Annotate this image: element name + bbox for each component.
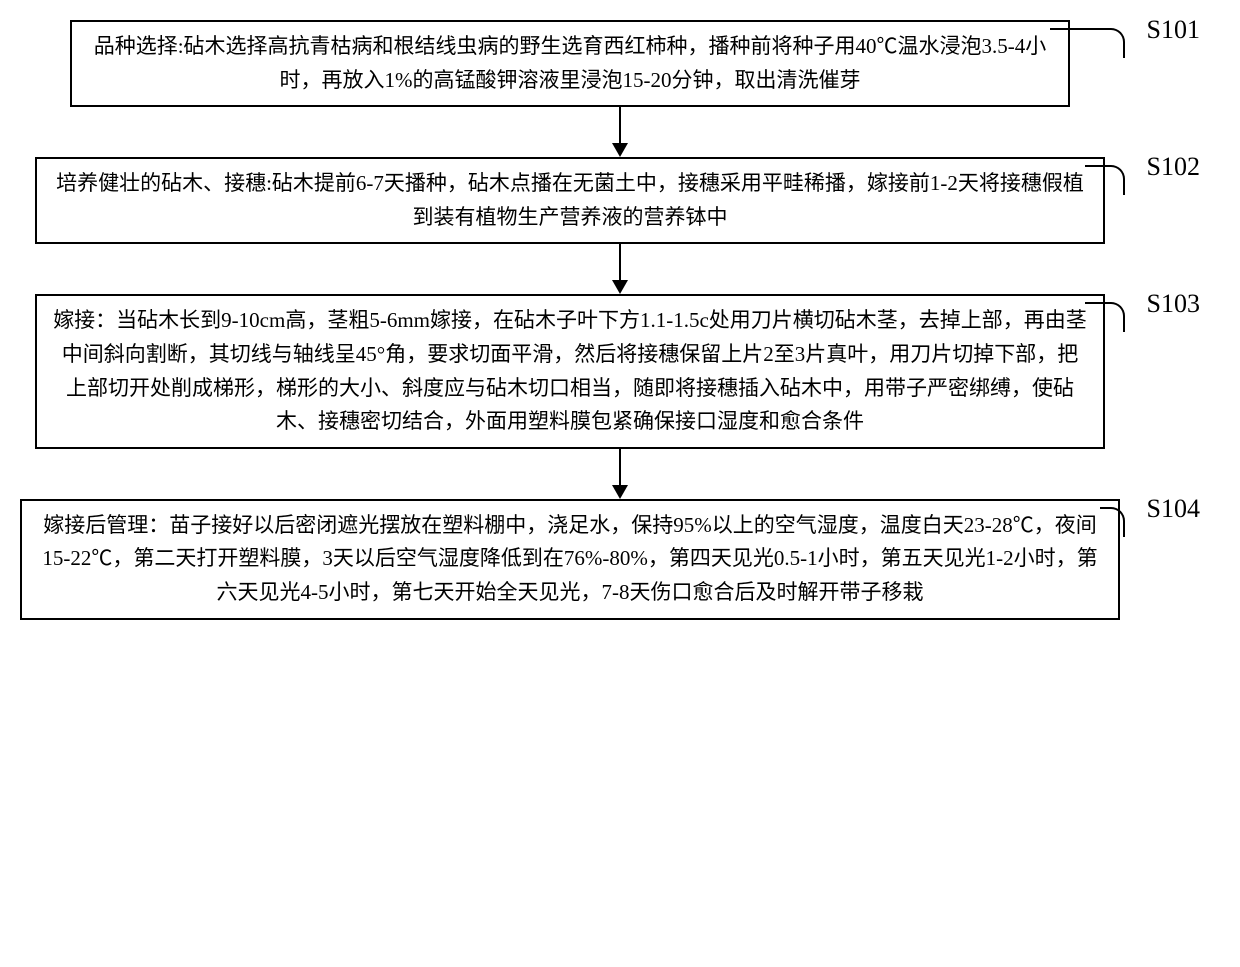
step-box-s101: 品种选择:砧木选择高抗青枯病和根结线虫病的野生选育西红柿种，播种前将种子用40℃… bbox=[70, 20, 1070, 107]
label-connector-s104 bbox=[1100, 507, 1125, 537]
step-box-s102: 培养健壮的砧木、接穗:砧木提前6-7天播种，砧木点播在无菌土中，接穗采用平畦稀播… bbox=[35, 157, 1105, 244]
label-connector-s103 bbox=[1085, 302, 1125, 332]
arrow-line bbox=[619, 244, 621, 282]
arrow-s102-s103 bbox=[612, 244, 628, 294]
arrow-s101-s102 bbox=[612, 107, 628, 157]
arrow-s103-s104 bbox=[612, 449, 628, 499]
step-row-s102: 培养健壮的砧木、接穗:砧木提前6-7天播种，砧木点播在无菌土中，接穗采用平畦稀播… bbox=[10, 157, 1230, 244]
flowchart-container: 品种选择:砧木选择高抗青枯病和根结线虫病的野生选育西红柿种，播种前将种子用40℃… bbox=[10, 20, 1230, 620]
step-label-s103: S103 bbox=[1147, 289, 1200, 319]
step-label-s101: S101 bbox=[1147, 15, 1200, 45]
step-label-s104: S104 bbox=[1147, 494, 1200, 524]
label-connector-s102 bbox=[1085, 165, 1125, 195]
step-row-s103: 嫁接：当砧木长到9-10cm高，茎粗5-6mm嫁接，在砧木子叶下方1.1-1.5… bbox=[10, 294, 1230, 448]
arrow-head-icon bbox=[612, 485, 628, 499]
step-box-s103: 嫁接：当砧木长到9-10cm高，茎粗5-6mm嫁接，在砧木子叶下方1.1-1.5… bbox=[35, 294, 1105, 448]
step-row-s104: 嫁接后管理：苗子接好以后密闭遮光摆放在塑料棚中，浇足水，保持95%以上的空气湿度… bbox=[10, 499, 1230, 620]
step-row-s101: 品种选择:砧木选择高抗青枯病和根结线虫病的野生选育西红柿种，播种前将种子用40℃… bbox=[10, 20, 1230, 107]
label-connector-s101 bbox=[1050, 28, 1125, 58]
arrow-head-icon bbox=[612, 280, 628, 294]
arrow-head-icon bbox=[612, 143, 628, 157]
step-box-s104: 嫁接后管理：苗子接好以后密闭遮光摆放在塑料棚中，浇足水，保持95%以上的空气湿度… bbox=[20, 499, 1120, 620]
step-label-s102: S102 bbox=[1147, 152, 1200, 182]
arrow-line bbox=[619, 107, 621, 145]
arrow-line bbox=[619, 449, 621, 487]
